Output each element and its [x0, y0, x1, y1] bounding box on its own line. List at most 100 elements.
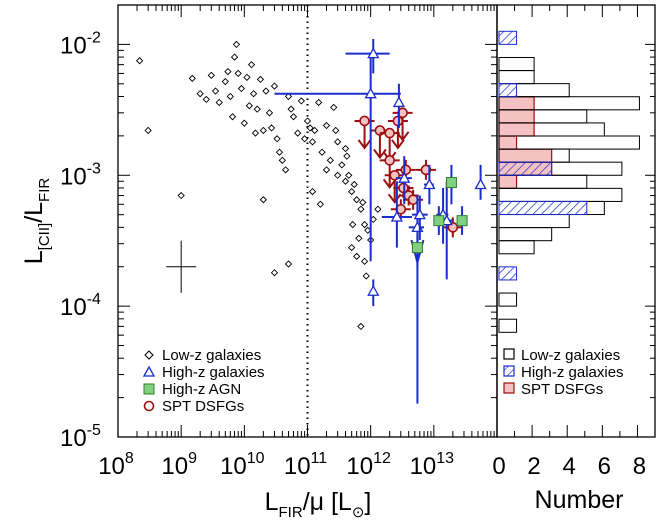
high-z-galaxy-point: [364, 87, 377, 99]
low-z-galaxy-point: [234, 69, 242, 78]
low-z-galaxy-point: [287, 105, 295, 113]
low-z-galaxy-point: [343, 152, 351, 160]
low-z-galaxy-point: [224, 67, 232, 76]
x-tick-base: 10: [98, 453, 125, 480]
low-z-galaxy-point: [334, 138, 342, 146]
low-z-histogram-bar: [498, 70, 535, 85]
low-z-histogram-bar: [498, 240, 535, 255]
low-z-galaxy-point: [294, 129, 302, 137]
spt-upper-limit-arrowhead: [357, 139, 372, 150]
y-tick-label: 10-2: [60, 29, 101, 59]
x-tick-base: 10: [410, 453, 437, 480]
legend-high-z-marker: [142, 365, 156, 377]
x-axis-label-part: FIR: [279, 504, 303, 521]
x-tick-exponent: 10: [247, 450, 265, 467]
y-axis-label-part: FIR: [36, 178, 53, 202]
hist-legend-label: SPT DSFGs: [521, 381, 603, 398]
low-z-galaxy-point: [278, 156, 286, 164]
y-axis-label-part: L: [20, 250, 48, 264]
y-axis-label-part: /L: [20, 202, 48, 223]
low-z-galaxy-point: [362, 272, 370, 280]
low-z-galaxy-point: [144, 126, 152, 135]
low-z-galaxy-point: [256, 75, 265, 84]
y-axis-label: L[CII]/LFIR: [20, 178, 53, 265]
low-z-galaxy-point: [322, 121, 331, 130]
high-z-galaxy-point: [367, 284, 380, 296]
legend-label: SPT DSFGs: [162, 398, 244, 415]
high-z-galaxy-point: [390, 210, 403, 222]
low-z-galaxy-point: [289, 113, 298, 121]
x-tick-base: 10: [346, 453, 373, 480]
legend-label: Low-z galaxies: [162, 347, 261, 364]
low-z-histogram-bar: [498, 56, 535, 72]
low-z-galaxy-point: [349, 220, 357, 229]
legend-label: High-z galaxies: [162, 364, 265, 381]
low-z-galaxy-point: [318, 148, 326, 156]
spt-histogram-bar: [498, 148, 553, 163]
x-tick-base: 10: [220, 453, 247, 480]
low-z-histogram-bar: [498, 318, 518, 333]
hist-legend-label: High-z galaxies: [521, 364, 624, 381]
low-z-galaxy-point: [230, 53, 239, 61]
high-z-histogram-bar: [498, 200, 588, 216]
spt-dsfg-point: [420, 164, 432, 176]
x-tick-exponent: 13: [436, 450, 454, 467]
low-z-galaxy-point: [308, 187, 317, 196]
low-z-galaxy-point: [270, 269, 279, 277]
low-z-galaxy-point: [348, 187, 356, 196]
x-tick-exponent: 11: [311, 450, 328, 467]
spt-histogram-bar: [498, 96, 535, 111]
y-tick-base: 10: [60, 163, 87, 190]
x-tick-exponent: 8: [125, 450, 134, 467]
low-z-galaxy-point: [353, 252, 361, 261]
high-z-galaxy-point: [392, 96, 406, 108]
legend-low-z-marker: [144, 350, 154, 360]
hist-x-tick-label: 8: [633, 453, 646, 480]
high-z-agn-point: [445, 177, 457, 189]
spt-dsfg-point: [400, 164, 412, 176]
low-z-galaxy-point: [316, 200, 325, 208]
low-z-galaxy-point: [303, 117, 312, 125]
low-z-galaxy-point: [177, 191, 185, 200]
y-tick-base: 10: [60, 294, 87, 321]
x-axis-label-part: L: [265, 488, 279, 516]
low-z-galaxy-point: [297, 97, 306, 105]
low-z-galaxy-point: [188, 74, 196, 83]
low-z-galaxy-point: [251, 129, 260, 137]
y-tick-exponent: -5: [87, 422, 101, 439]
y-tick-label: 10-3: [60, 160, 101, 190]
low-z-galaxy-point: [275, 148, 284, 156]
low-z-galaxy-point: [273, 135, 281, 143]
spt-histogram-bar: [498, 109, 535, 124]
legend-spt-marker: [143, 400, 155, 412]
low-z-galaxy-point: [359, 198, 367, 207]
y-tick-exponent: -2: [87, 29, 101, 46]
low-z-histogram-bar: [498, 135, 640, 150]
low-z-galaxy-point: [314, 98, 323, 107]
low-z-galaxy-point: [360, 220, 369, 229]
hist-x-tick-label: 0: [492, 453, 505, 480]
low-z-galaxy-point: [353, 196, 361, 204]
y-tick-base: 10: [60, 32, 87, 59]
high-z-histogram-bar: [498, 83, 518, 98]
spt-dsfg-point: [359, 115, 370, 127]
x-tick-base: 10: [284, 453, 311, 480]
low-z-galaxy-point: [249, 90, 258, 98]
spt-upper-limit-arrowhead: [395, 131, 410, 142]
low-z-galaxy-point: [357, 205, 365, 213]
x-tick-label: 1010: [220, 450, 265, 480]
histogram-frame: [496, 4, 656, 438]
low-z-histogram-bar: [498, 227, 553, 242]
hist-legend-label: Low-z galaxies: [521, 347, 620, 364]
spt-upper-limit-arrowhead: [387, 193, 402, 204]
low-z-galaxy-point: [341, 144, 350, 153]
low-z-galaxy-point: [284, 260, 293, 268]
high-z-histogram-bar: [498, 30, 518, 45]
low-z-histogram-bar: [498, 187, 623, 202]
x-tick-label: 108: [98, 450, 134, 480]
hist-x-tick-label: 2: [527, 453, 540, 480]
high-z-galaxy-point: [367, 47, 380, 59]
low-z-galaxy-point: [135, 57, 144, 65]
